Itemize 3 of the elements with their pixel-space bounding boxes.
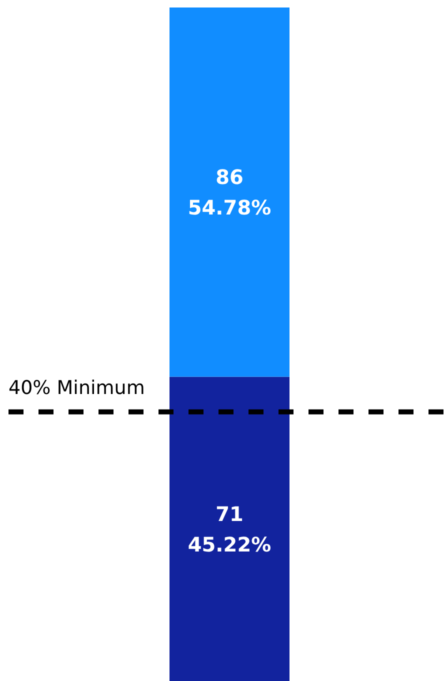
data-label: 86 54.78% [188,165,272,220]
data-label: 71 45.22% [188,502,272,557]
ref-line-label: 40% Minimum [8,376,145,399]
